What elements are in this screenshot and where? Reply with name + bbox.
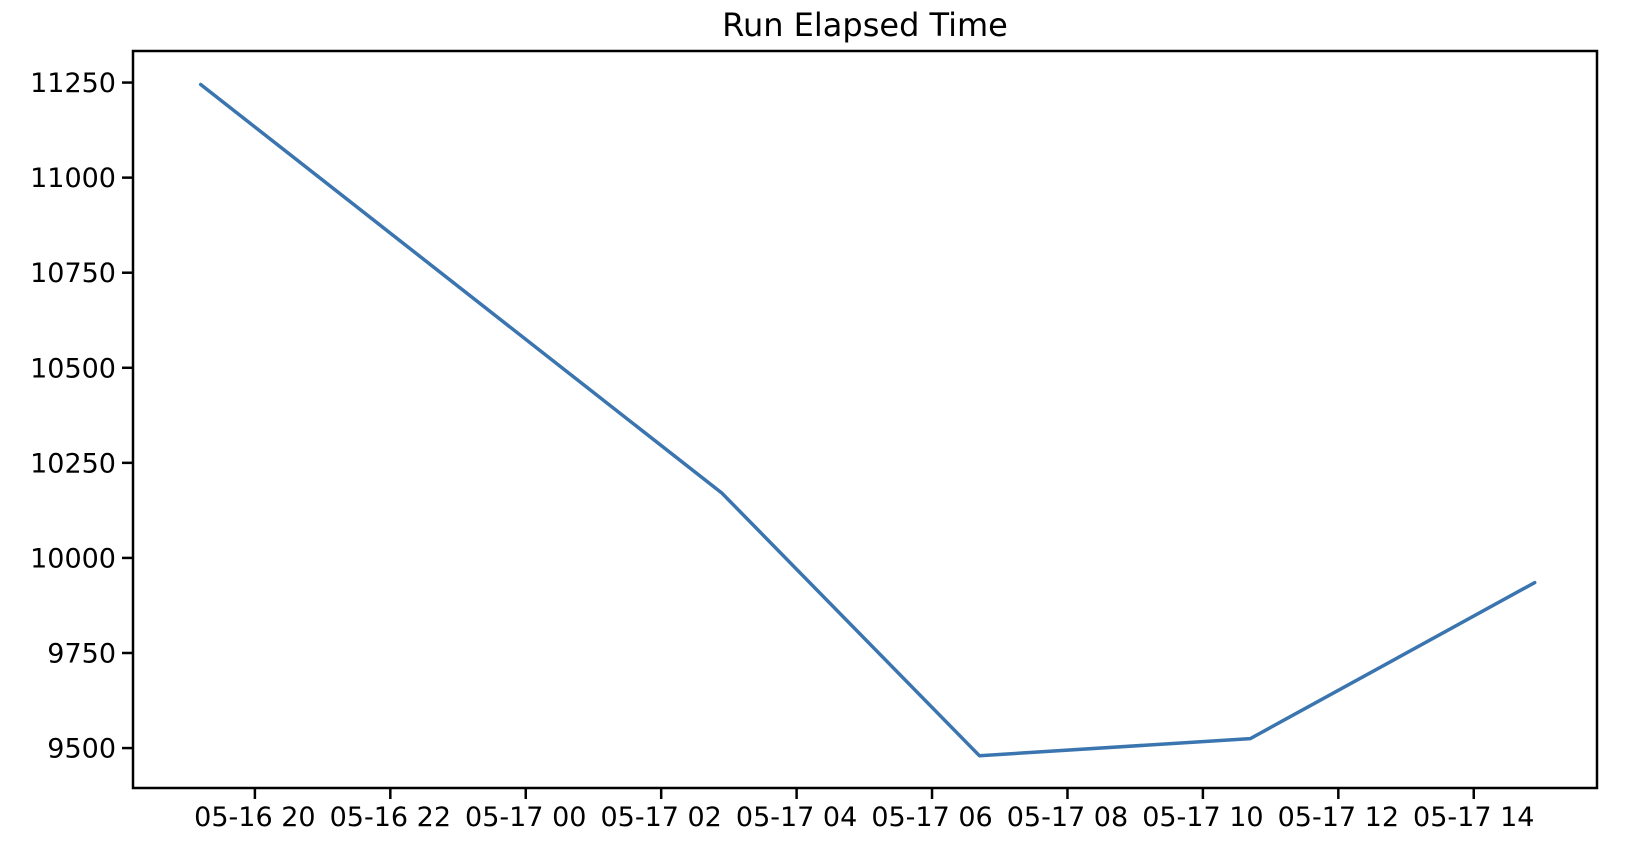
x-tick-label: 05-17 02 (600, 802, 721, 833)
y-tick-label: 11000 (30, 163, 116, 194)
y-tick-label: 9750 (47, 638, 116, 669)
y-tick-label: 11250 (30, 68, 116, 99)
chart-title: Run Elapsed Time (722, 6, 1008, 44)
x-tick-label: 05-17 06 (871, 802, 992, 833)
y-tick-label: 10750 (30, 258, 116, 289)
x-tick-label: 05-17 10 (1142, 802, 1263, 833)
x-tick-label: 05-16 22 (330, 802, 451, 833)
y-tick-label: 10500 (30, 353, 116, 384)
axis-frame (131, 49, 1599, 790)
y-tick-label: 10000 (30, 543, 116, 574)
x-tick-label: 05-17 12 (1278, 802, 1399, 833)
y-tick-label: 9500 (47, 734, 116, 765)
x-tick-label: 05-17 08 (1007, 802, 1128, 833)
x-tick-label: 05-17 00 (465, 802, 586, 833)
x-tick-label: 05-16 20 (194, 802, 315, 833)
data-line-run-elapsed-time (198, 82, 1537, 758)
x-tick-label: 05-17 14 (1413, 802, 1534, 833)
y-tick-label: 10250 (30, 448, 116, 479)
x-tick-label: 05-17 04 (736, 802, 857, 833)
